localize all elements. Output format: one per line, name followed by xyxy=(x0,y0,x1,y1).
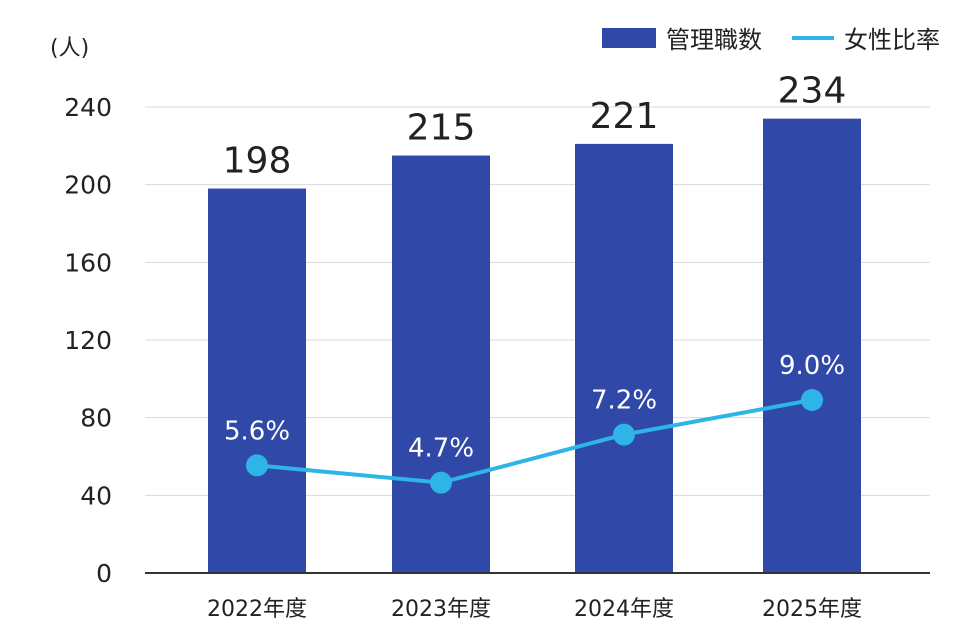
y-tick-label: 200 xyxy=(64,171,112,200)
bar-value-label: 198 xyxy=(223,141,292,182)
bar xyxy=(763,118,861,574)
y-tick-label: 240 xyxy=(64,93,112,122)
y-tick-label: 160 xyxy=(64,248,112,277)
line-point xyxy=(801,388,823,411)
line-point xyxy=(246,454,268,477)
x-tick-label: 2025年度 xyxy=(762,597,862,622)
line-value-label: 7.2% xyxy=(591,386,657,416)
x-tick-label: 2023年度 xyxy=(391,597,491,622)
y-tick-label: 80 xyxy=(80,404,112,433)
legend-line-swatch xyxy=(792,35,834,40)
line-value-label: 9.0% xyxy=(779,351,845,381)
legend: 管理職数 女性比率 xyxy=(602,20,940,55)
y-tick-label: 120 xyxy=(64,326,112,355)
legend-item-bar: 管理職数 xyxy=(602,20,762,55)
x-tick-label: 2022年度 xyxy=(207,597,307,622)
line-series xyxy=(256,398,813,485)
bar xyxy=(208,188,306,574)
line-point xyxy=(430,471,452,494)
legend-line-label: 女性比率 xyxy=(844,26,940,54)
y-tick-label: 0 xyxy=(96,559,112,588)
bar-value-label: 221 xyxy=(590,96,659,137)
y-axis-unit-label: (人) xyxy=(50,36,90,61)
legend-item-line: 女性比率 xyxy=(792,20,940,55)
y-tick-label: 40 xyxy=(80,481,112,510)
bar xyxy=(575,143,673,573)
x-tick-label: 2024年度 xyxy=(574,597,674,622)
legend-bar-swatch xyxy=(602,27,656,48)
line-value-label: 5.6% xyxy=(224,416,290,446)
line-value-label: 4.7% xyxy=(408,434,474,464)
bar-value-label: 215 xyxy=(407,108,476,149)
bar-value-label: 234 xyxy=(778,71,847,112)
bar xyxy=(392,155,490,573)
legend-bar-label: 管理職数 xyxy=(666,26,762,54)
line-point xyxy=(613,423,635,446)
